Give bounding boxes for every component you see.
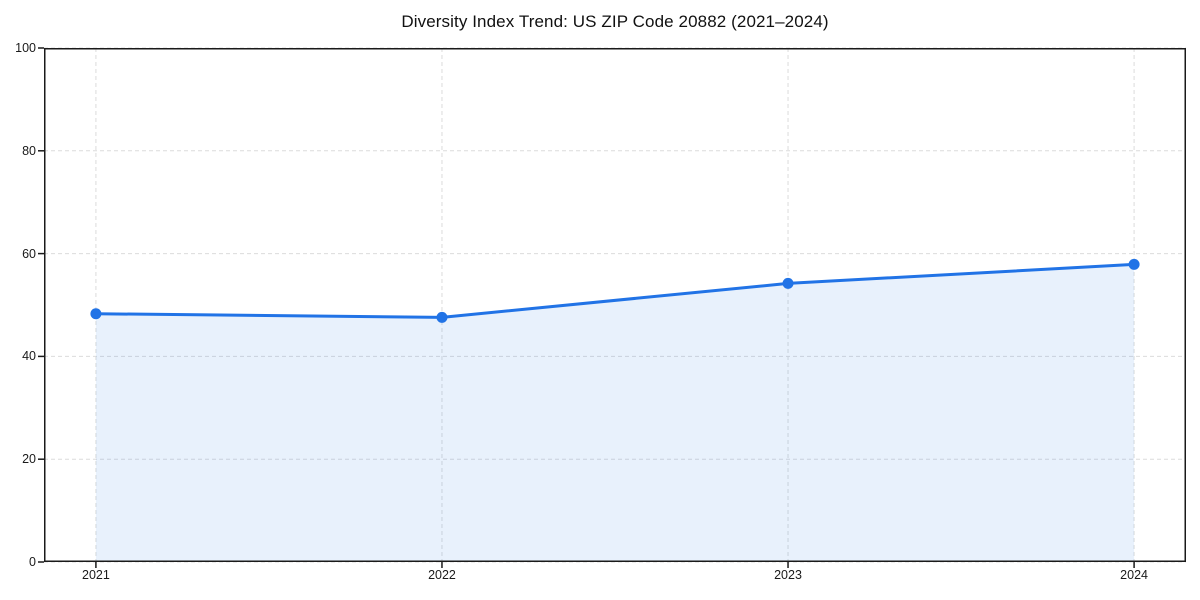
y-tick-label: 100: [15, 41, 36, 55]
plot-area: [38, 47, 1186, 568]
data-point-marker: [1128, 258, 1140, 270]
y-tick-label: 20: [22, 452, 36, 467]
data-point-marker: [782, 277, 794, 289]
area-fill: [95, 264, 1135, 562]
x-tick-label: 2021: [82, 568, 110, 582]
trend-line: [94, 262, 1136, 319]
y-tick-label: 0: [29, 555, 36, 569]
plot-frame: [44, 48, 1186, 562]
data-point-marker: [436, 311, 448, 323]
y-tick-label: 80: [22, 143, 36, 158]
y-tick-label: 60: [22, 246, 36, 261]
x-tick-label: 2024: [1120, 568, 1148, 582]
data-point-marker: [90, 308, 102, 320]
x-tick-label: 2023: [774, 568, 802, 582]
x-tick-label: 2022: [428, 568, 456, 582]
chart-title: Diversity Index Trend: US ZIP Code 20882…: [401, 12, 829, 31]
y-tick-label: 40: [22, 349, 36, 364]
